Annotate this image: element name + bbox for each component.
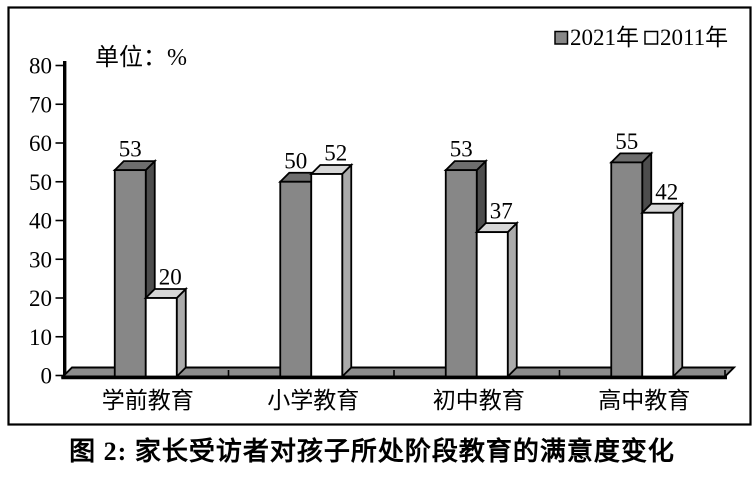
legend-label: 2021年 [570, 25, 639, 50]
bar-front-face [475, 231, 509, 378]
bar-value-label: 20 [159, 265, 182, 290]
bar-value-label: 53 [119, 137, 142, 162]
legend-label: 2011年 [660, 25, 728, 50]
plot-area: 0 10 20 30 40 50 60 70 80 53 20 学前教育 50 52 小学教育 53 37 初中教… [29, 54, 737, 413]
bar-side-face [672, 201, 684, 379]
y-axis-tick-label: 70 [29, 92, 52, 117]
unit-label: 单位：% [95, 44, 187, 71]
bar-group-学前教育-2011年: 20 [143, 265, 188, 379]
bar-front-face [610, 161, 644, 378]
bar-value-label: 42 [655, 179, 678, 204]
legend: 2021年 2011年 [554, 25, 728, 50]
legend-item: 2011年 [644, 25, 728, 50]
legend-item: 2021年 [554, 25, 639, 50]
bar-front-face [444, 169, 478, 378]
y-axis-tick-label: 0 [41, 364, 53, 389]
y-axis-tick-label: 40 [29, 209, 52, 234]
bar-side-face [175, 286, 187, 379]
bar-group-初中教育-2011年: 37 [474, 199, 519, 379]
bar-value-label: 37 [490, 199, 513, 224]
bar-value-label: 55 [615, 129, 638, 154]
bar-front-face [310, 173, 344, 378]
bar-value-label: 52 [324, 141, 347, 166]
bar-front-face [279, 180, 313, 378]
bar-group-高中教育-2011年: 42 [640, 179, 685, 379]
figure-caption: 图 2: 家长受访者对孩子所处阶段教育的满意度变化 [69, 436, 675, 466]
bar-group-小学教育-2011年: 52 [309, 141, 354, 379]
bar-front-face [113, 169, 147, 378]
bar-front-face [641, 211, 675, 378]
bar-side-face [506, 220, 518, 379]
y-axis-tick-label: 50 [29, 170, 52, 195]
x-axis-category-label: 初中教育 [433, 388, 525, 413]
x-axis-category-label: 小学教育 [267, 388, 359, 413]
x-axis-category-label: 高中教育 [598, 388, 690, 413]
bar-side-face [341, 162, 353, 379]
y-axis-tick-label: 10 [29, 325, 52, 350]
y-axis-tick-label: 30 [29, 247, 52, 272]
x-axis-category-label: 学前教育 [102, 388, 194, 413]
y-axis-tick-label: 80 [29, 54, 52, 79]
bar-value-label: 53 [450, 137, 473, 162]
y-axis-tick-label: 20 [29, 286, 52, 311]
bar-value-label: 50 [284, 148, 307, 173]
bar-front-face [144, 297, 178, 378]
y-axis-tick-label: 60 [29, 131, 52, 156]
legend-swatch [644, 30, 659, 45]
legend-swatch [554, 30, 569, 45]
